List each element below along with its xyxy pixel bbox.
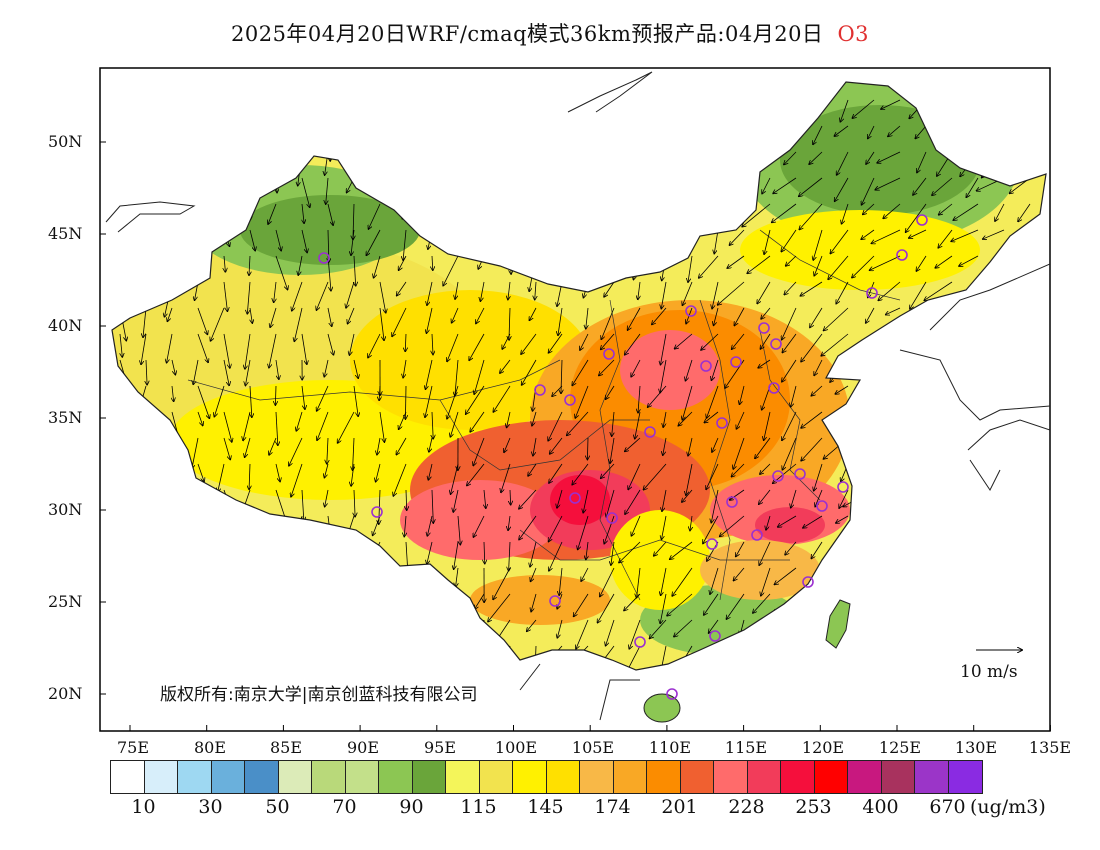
colorbar-label: 174	[594, 796, 631, 818]
korea-coast	[929, 263, 1050, 331]
hainan-island	[643, 693, 681, 723]
lon-tick-label: 85E	[269, 738, 303, 757]
copyright-text: 版权所有:南京大学|南京创蓝科技有限公司	[160, 685, 478, 705]
lon-tick-label: 105E	[571, 738, 615, 757]
lon-tick-label: 80E	[193, 738, 227, 757]
title-text: 2025年04月20日WRF/cmaq模式36km预报产品:04月20日	[230, 22, 824, 46]
colorbar-label: 145	[527, 796, 564, 818]
colorbar-label: 201	[661, 796, 698, 818]
colorbar-label: 400	[862, 796, 899, 818]
colorbar-swatch	[412, 761, 446, 793]
colorbar	[110, 760, 983, 794]
lat-tick-label: 35N	[48, 408, 83, 427]
colorbar-swatch	[781, 761, 815, 793]
lon-tick-label: 125E	[878, 738, 922, 757]
japan-coast	[967, 419, 1050, 491]
lat-tick-label: 25N	[48, 592, 83, 611]
colorbar-label: 253	[795, 796, 832, 818]
reference-vector-label: 10 m/s	[960, 662, 1018, 682]
colorbar-label: 10	[131, 796, 156, 818]
coastline-north	[567, 71, 653, 113]
korea-coast-2	[899, 349, 1050, 421]
colorbar-label: 670	[929, 796, 966, 818]
colorbar-swatch	[680, 761, 714, 793]
species-label: O3	[837, 22, 870, 46]
colorbar-swatch	[178, 761, 212, 793]
colorbar-swatch	[278, 761, 312, 793]
lat-tick-label: 45N	[48, 224, 83, 243]
colorbar-label: 90	[399, 796, 424, 818]
colorbar-label: 70	[332, 796, 357, 818]
lat-tick-label: 40N	[48, 316, 83, 335]
china-boundary	[111, 81, 1047, 671]
city-stations	[318, 214, 928, 700]
colorbar-swatch	[111, 761, 145, 793]
colorbar-swatch	[714, 761, 748, 793]
colorbar-swatch	[747, 761, 781, 793]
colorbar-swatch	[580, 761, 614, 793]
colorbar-swatch	[479, 761, 513, 793]
colorbar-swatch	[948, 761, 982, 793]
lon-tick-label: 90E	[346, 738, 380, 757]
colorbar-swatch	[345, 761, 379, 793]
colorbar-label: 115	[460, 796, 497, 818]
colorbar-swatch	[513, 761, 547, 793]
colorbar-label: 228	[728, 796, 765, 818]
coastline-west	[105, 201, 196, 233]
colorbar-swatch	[446, 761, 480, 793]
lat-tick-label: 50N	[48, 132, 83, 151]
colorbar-swatch	[613, 761, 647, 793]
colorbar-swatch	[312, 761, 346, 793]
lon-tick-label: 95E	[423, 738, 457, 757]
axis-ticks	[100, 141, 1051, 731]
lon-tick-label: 115E	[724, 738, 768, 757]
chart-title: 2025年04月20日WRF/cmaq模式36km预报产品:04月20日 O3	[0, 18, 1100, 48]
colorbar-swatch	[379, 761, 413, 793]
colorbar-swatch	[647, 761, 681, 793]
colorbar-swatch	[144, 761, 178, 793]
colorbar-label: 30	[198, 796, 223, 818]
colorbar-label: 50	[265, 796, 290, 818]
colorbar-swatch	[848, 761, 882, 793]
lon-tick-label: 130E	[954, 738, 998, 757]
lon-tick-label: 100E	[494, 738, 538, 757]
colorbar-unit: (ug/m3)	[970, 796, 1046, 818]
lat-tick-label: 30N	[48, 500, 83, 519]
colorbar-swatch	[915, 761, 949, 793]
colorbar-swatch	[814, 761, 848, 793]
lat-tick-label: 20N	[48, 684, 83, 703]
colorbar-swatch	[211, 761, 245, 793]
lon-tick-label: 75E	[116, 738, 150, 757]
colorbar-swatch	[546, 761, 580, 793]
colorbar-swatch	[881, 761, 915, 793]
lon-tick-label: 110E	[648, 738, 692, 757]
colorbar-swatch	[245, 761, 279, 793]
lon-tick-label: 120E	[801, 738, 845, 757]
lon-tick-label: 135E	[1028, 738, 1072, 757]
